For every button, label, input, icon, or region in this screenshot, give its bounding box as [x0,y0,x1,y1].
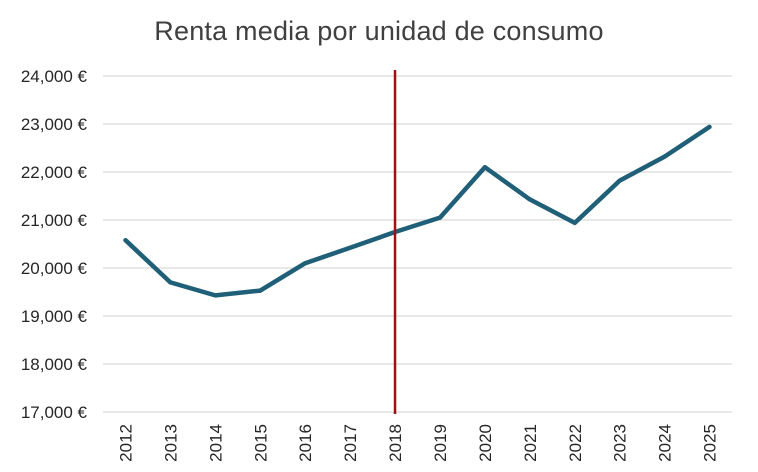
y-tick-label: 23,000 € [21,115,88,134]
y-axis-tick-labels: 17,000 € 18,000 € 19,000 € 20,000 € 21,000 €… [21,67,88,422]
x-tick-label: 2025 [701,424,720,462]
chart-title: Renta media por unidad de consumo [154,16,604,46]
x-tick-label: 2012 [116,424,135,462]
y-tick-label: 20,000 € [21,259,88,278]
series-lines [123,124,712,298]
x-tick-label: 2014 [206,424,225,462]
x-tick-label: 2019 [431,424,450,462]
x-tick-label: 2017 [341,424,360,462]
y-tick-label: 18,000 € [21,355,88,374]
x-tick-label: 2015 [251,424,270,462]
x-tick-label: 2018 [386,424,405,462]
y-tick-label: 17,000 € [21,403,88,422]
gridlines [103,75,732,413]
x-tick-label: 2024 [656,424,675,462]
series-line [123,124,712,298]
x-axis-tick-labels: 2012 2013 2014 2015 2016 2017 2018 2019 2020 2021… [116,424,719,462]
x-tick-label: 2023 [611,424,630,462]
y-tick-label: 19,000 € [21,307,88,326]
y-tick-label: 22,000 € [21,163,88,182]
x-tick-label: 2016 [296,424,315,462]
x-tick-label: 2020 [476,424,495,462]
x-tick-label: 2022 [566,424,585,462]
x-tick-label: 2013 [161,424,180,462]
x-tick-label: 2021 [521,424,540,462]
y-tick-label: 21,000 € [21,211,88,230]
y-tick-label: 24,000 € [21,67,88,86]
